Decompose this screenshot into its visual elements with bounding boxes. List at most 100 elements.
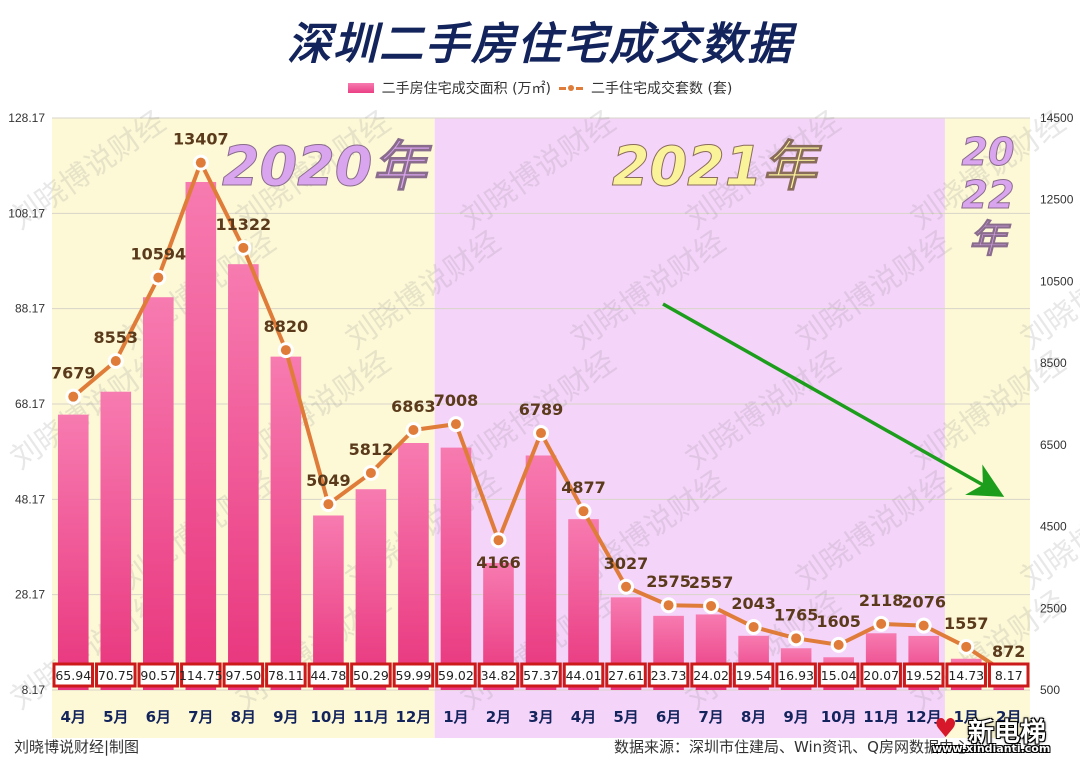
bar-value-label: 97.50 <box>225 668 261 683</box>
x-axis-label: 9月 <box>783 708 808 726</box>
line-value-label: 5049 <box>306 471 351 490</box>
line-marker <box>153 272 164 283</box>
trend-arrow <box>662 302 1005 497</box>
line-value-label: 2557 <box>689 573 734 592</box>
bar-value-box <box>605 662 647 688</box>
year-label-2022: 22 <box>962 173 1015 217</box>
line-value-label: 1605 <box>816 612 861 631</box>
line-marker <box>323 499 334 510</box>
line-value-label: 1765 <box>774 605 819 624</box>
line-marker <box>365 467 376 478</box>
line-marker <box>918 620 929 631</box>
line-marker <box>408 425 419 436</box>
bar-value-box <box>307 662 350 688</box>
bar-value-label: 19.54 <box>736 668 772 683</box>
line-value-label: 872 <box>992 642 1025 661</box>
line-value-label: 7679 <box>51 364 96 383</box>
left-axis-tick: 68.17 <box>15 397 45 411</box>
line-series <box>65 154 1017 683</box>
bar-value-box <box>647 662 690 688</box>
line-value-label: 3027 <box>604 554 649 573</box>
right-axis-tick: 500 <box>1040 683 1060 697</box>
bar-value-box <box>180 662 222 688</box>
bar-value-label: 114.75 <box>179 668 223 683</box>
x-axis-label: 11月 <box>353 708 389 726</box>
x-axis-label: 5月 <box>613 708 638 726</box>
line-marker <box>833 639 844 650</box>
left-axis-tick: 128.17 <box>8 111 45 125</box>
x-axis-label: 11月 <box>863 708 899 726</box>
bar-value-label: 59.99 <box>396 668 432 683</box>
right-axis-tick: 14500 <box>1040 111 1074 125</box>
line-marker <box>876 618 887 629</box>
line-marker <box>280 345 291 356</box>
bar <box>57 414 89 690</box>
bar-value-box <box>817 662 860 688</box>
bar-value-box <box>945 662 987 688</box>
chart-legend: 二手房住宅成交面积 (万㎡) 二手住宅成交套数 (套) <box>0 78 1080 98</box>
line-marker <box>961 641 972 652</box>
left-axis-tick: 28.17 <box>15 588 45 602</box>
bar-value-box <box>477 662 520 688</box>
line-value-label: 2043 <box>731 594 776 613</box>
bar-value-label: 15.04 <box>821 668 857 683</box>
bar <box>568 519 599 690</box>
bar-value-box <box>690 662 732 688</box>
line-marker <box>238 242 249 253</box>
line-value-label: 4877 <box>561 478 606 497</box>
line-value-label: 8820 <box>264 317 309 336</box>
bar-value-box <box>392 662 435 688</box>
bar-value-label: 19.52 <box>906 668 942 683</box>
logo-mark-icon: ♥ <box>934 714 958 744</box>
right-axis-tick: 12500 <box>1040 193 1074 207</box>
bar-value-label: 34.82 <box>481 668 517 683</box>
bar-value-box <box>350 662 392 688</box>
line-value-label: 6789 <box>519 400 564 419</box>
line-value-label: 11322 <box>216 215 272 234</box>
bar-value-label: 8.17 <box>995 668 1023 683</box>
line-value-label: 7008 <box>434 391 479 410</box>
bar-value-box <box>435 662 477 688</box>
bar-value-label: 70.75 <box>98 668 134 683</box>
x-axis-label: 4月 <box>571 708 596 726</box>
x-axis-label: 8月 <box>741 708 766 726</box>
line-value-label: 8553 <box>94 328 139 347</box>
bar <box>100 391 132 690</box>
bar-value-label: 20.07 <box>863 668 899 683</box>
left-axis-tick: 8.17 <box>22 683 46 697</box>
bar <box>398 442 429 690</box>
bar-value-label: 24.02 <box>693 668 729 683</box>
line-value-label: 10594 <box>130 245 186 264</box>
line-marker <box>706 600 717 611</box>
bar <box>440 447 472 690</box>
line-legend-label: 二手住宅成交套数 (套) <box>591 81 733 97</box>
source-text: 数据来源：深圳市住建局、Win资讯、Q房网数据中心 <box>614 738 969 756</box>
bar-value-label: 78.11 <box>268 668 304 683</box>
right-axis-tick: 8500 <box>1040 356 1067 370</box>
bar-value-label: 44.01 <box>566 668 602 683</box>
line-marker <box>663 600 674 611</box>
year-label-2020: 2020年 <box>222 135 432 198</box>
x-axis-label: 6月 <box>146 708 171 726</box>
bar-value-label: 65.94 <box>55 668 91 683</box>
x-axis-label: 10月 <box>821 708 857 726</box>
x-axis-label: 4月 <box>61 708 86 726</box>
line-marker <box>578 506 589 517</box>
bar-value-label: 59.02 <box>438 668 474 683</box>
bar-value-label: 23.73 <box>651 668 687 683</box>
line-marker <box>195 157 206 168</box>
line-value-label: 2575 <box>646 572 691 591</box>
bar-value-box <box>987 662 1030 688</box>
x-axis-label: 2月 <box>486 708 511 726</box>
bar-value-label: 16.93 <box>778 668 814 683</box>
line-marker <box>493 535 504 546</box>
logo-url: www.xindianti.com <box>932 742 1051 755</box>
bar <box>525 455 557 690</box>
year-label-2021: 2021年 <box>612 135 822 198</box>
year-band <box>944 118 1030 738</box>
bar-value-label: 27.61 <box>608 668 644 683</box>
right-axis-tick: 10500 <box>1040 274 1074 288</box>
bar-value-label: 44.78 <box>310 668 346 683</box>
year-label-2022: 20 <box>962 130 1015 174</box>
